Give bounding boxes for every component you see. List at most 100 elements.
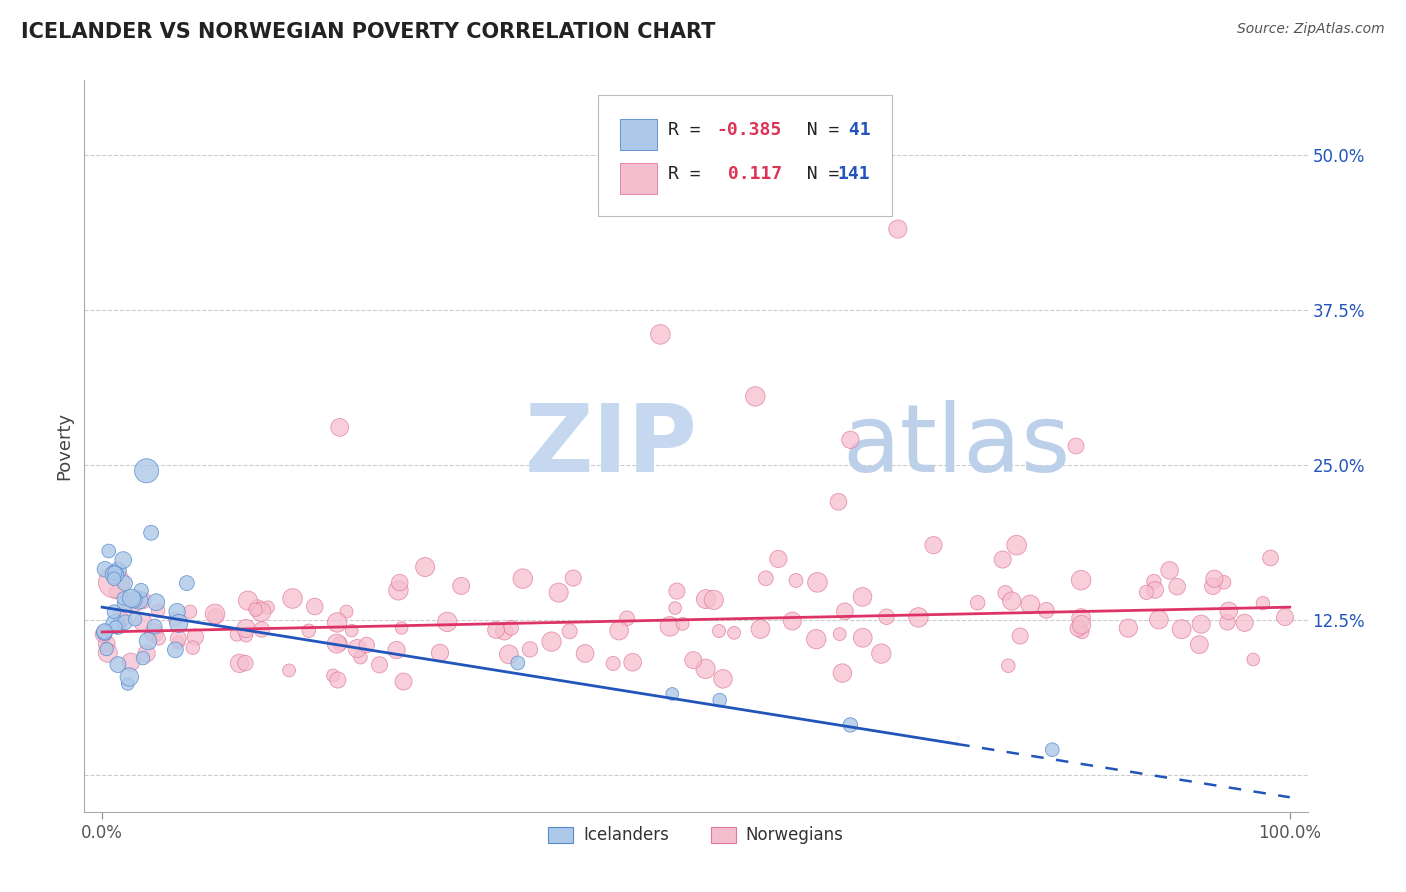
Point (136, 634, 159, 648)
Point (1070, 617, 1092, 632)
Point (326, 615, 349, 630)
Point (709, 693, 731, 707)
Text: N =: N = (786, 121, 851, 139)
Point (907, 610, 929, 624)
Point (665, 584, 688, 599)
Point (485, 623, 508, 637)
Point (540, 634, 562, 648)
Point (1218, 604, 1240, 618)
Point (1070, 573, 1092, 587)
Point (385, 643, 408, 657)
Point (143, 619, 166, 633)
Point (1233, 615, 1256, 630)
Point (991, 552, 1014, 566)
Point (167, 632, 190, 646)
Point (112, 591, 135, 606)
Point (1159, 563, 1181, 577)
Point (107, 657, 129, 672)
Point (870, 647, 893, 661)
Point (235, 622, 257, 636)
Point (322, 668, 344, 682)
Point (132, 593, 155, 607)
Point (1166, 580, 1188, 594)
Point (228, 657, 250, 671)
Point (1010, 629, 1032, 643)
Point (103, 575, 125, 590)
Point (340, 624, 363, 638)
Point (349, 650, 371, 665)
Text: atlas: atlas (842, 400, 1071, 492)
Point (413, 560, 436, 574)
Point (672, 616, 695, 631)
Point (97, 544, 120, 558)
Point (128, 593, 150, 607)
Text: 0.117: 0.117 (717, 165, 782, 183)
Point (1116, 621, 1139, 635)
Point (184, 630, 207, 644)
Point (204, 609, 226, 624)
Point (703, 592, 725, 607)
Point (165, 612, 187, 626)
Text: 141: 141 (838, 165, 870, 183)
Point (1202, 579, 1225, 593)
Point (429, 646, 451, 660)
Point (852, 631, 875, 645)
Point (329, 636, 352, 650)
Point (1005, 538, 1028, 552)
Point (1067, 622, 1090, 636)
Point (501, 621, 523, 635)
Point (558, 624, 581, 639)
Point (887, 222, 910, 236)
Point (723, 625, 745, 640)
Point (104, 585, 127, 599)
Point (506, 656, 529, 670)
Point (176, 576, 198, 591)
Point (225, 627, 247, 641)
Point (93, 625, 115, 640)
Point (281, 591, 304, 606)
Point (97, 646, 120, 660)
Point (118, 670, 141, 684)
Point (806, 575, 828, 590)
Point (768, 552, 790, 566)
Point (547, 585, 569, 599)
Point (335, 605, 357, 619)
Point (166, 605, 188, 619)
Point (246, 600, 269, 615)
Point (346, 641, 368, 656)
Point (117, 677, 139, 691)
Point (664, 601, 686, 615)
Point (828, 627, 851, 641)
Point (104, 620, 127, 634)
Text: 41: 41 (838, 121, 870, 139)
Point (1251, 596, 1274, 610)
Point (831, 666, 853, 681)
Point (494, 624, 516, 639)
Point (1188, 638, 1211, 652)
Point (132, 651, 155, 665)
Point (112, 553, 135, 567)
Point (650, 327, 672, 342)
Point (1189, 617, 1212, 632)
Point (562, 571, 585, 585)
Legend: Icelanders, Norwegians: Icelanders, Norwegians (541, 820, 851, 851)
Point (1170, 622, 1192, 636)
Point (93, 627, 115, 641)
Point (124, 612, 146, 626)
Point (135, 647, 157, 661)
Point (839, 718, 862, 732)
Point (256, 600, 278, 615)
Point (96, 642, 118, 657)
Point (658, 619, 681, 633)
Text: -0.385: -0.385 (717, 121, 782, 139)
Text: ICELANDER VS NORWEGIAN POVERTY CORRELATION CHART: ICELANDER VS NORWEGIAN POVERTY CORRELATI… (21, 22, 716, 42)
Point (114, 598, 136, 612)
Point (94, 562, 117, 576)
Point (519, 642, 541, 657)
Point (250, 623, 273, 637)
Point (1241, 652, 1264, 666)
Point (93, 624, 115, 639)
Point (1070, 611, 1092, 625)
Point (1001, 594, 1024, 608)
Point (782, 614, 804, 628)
